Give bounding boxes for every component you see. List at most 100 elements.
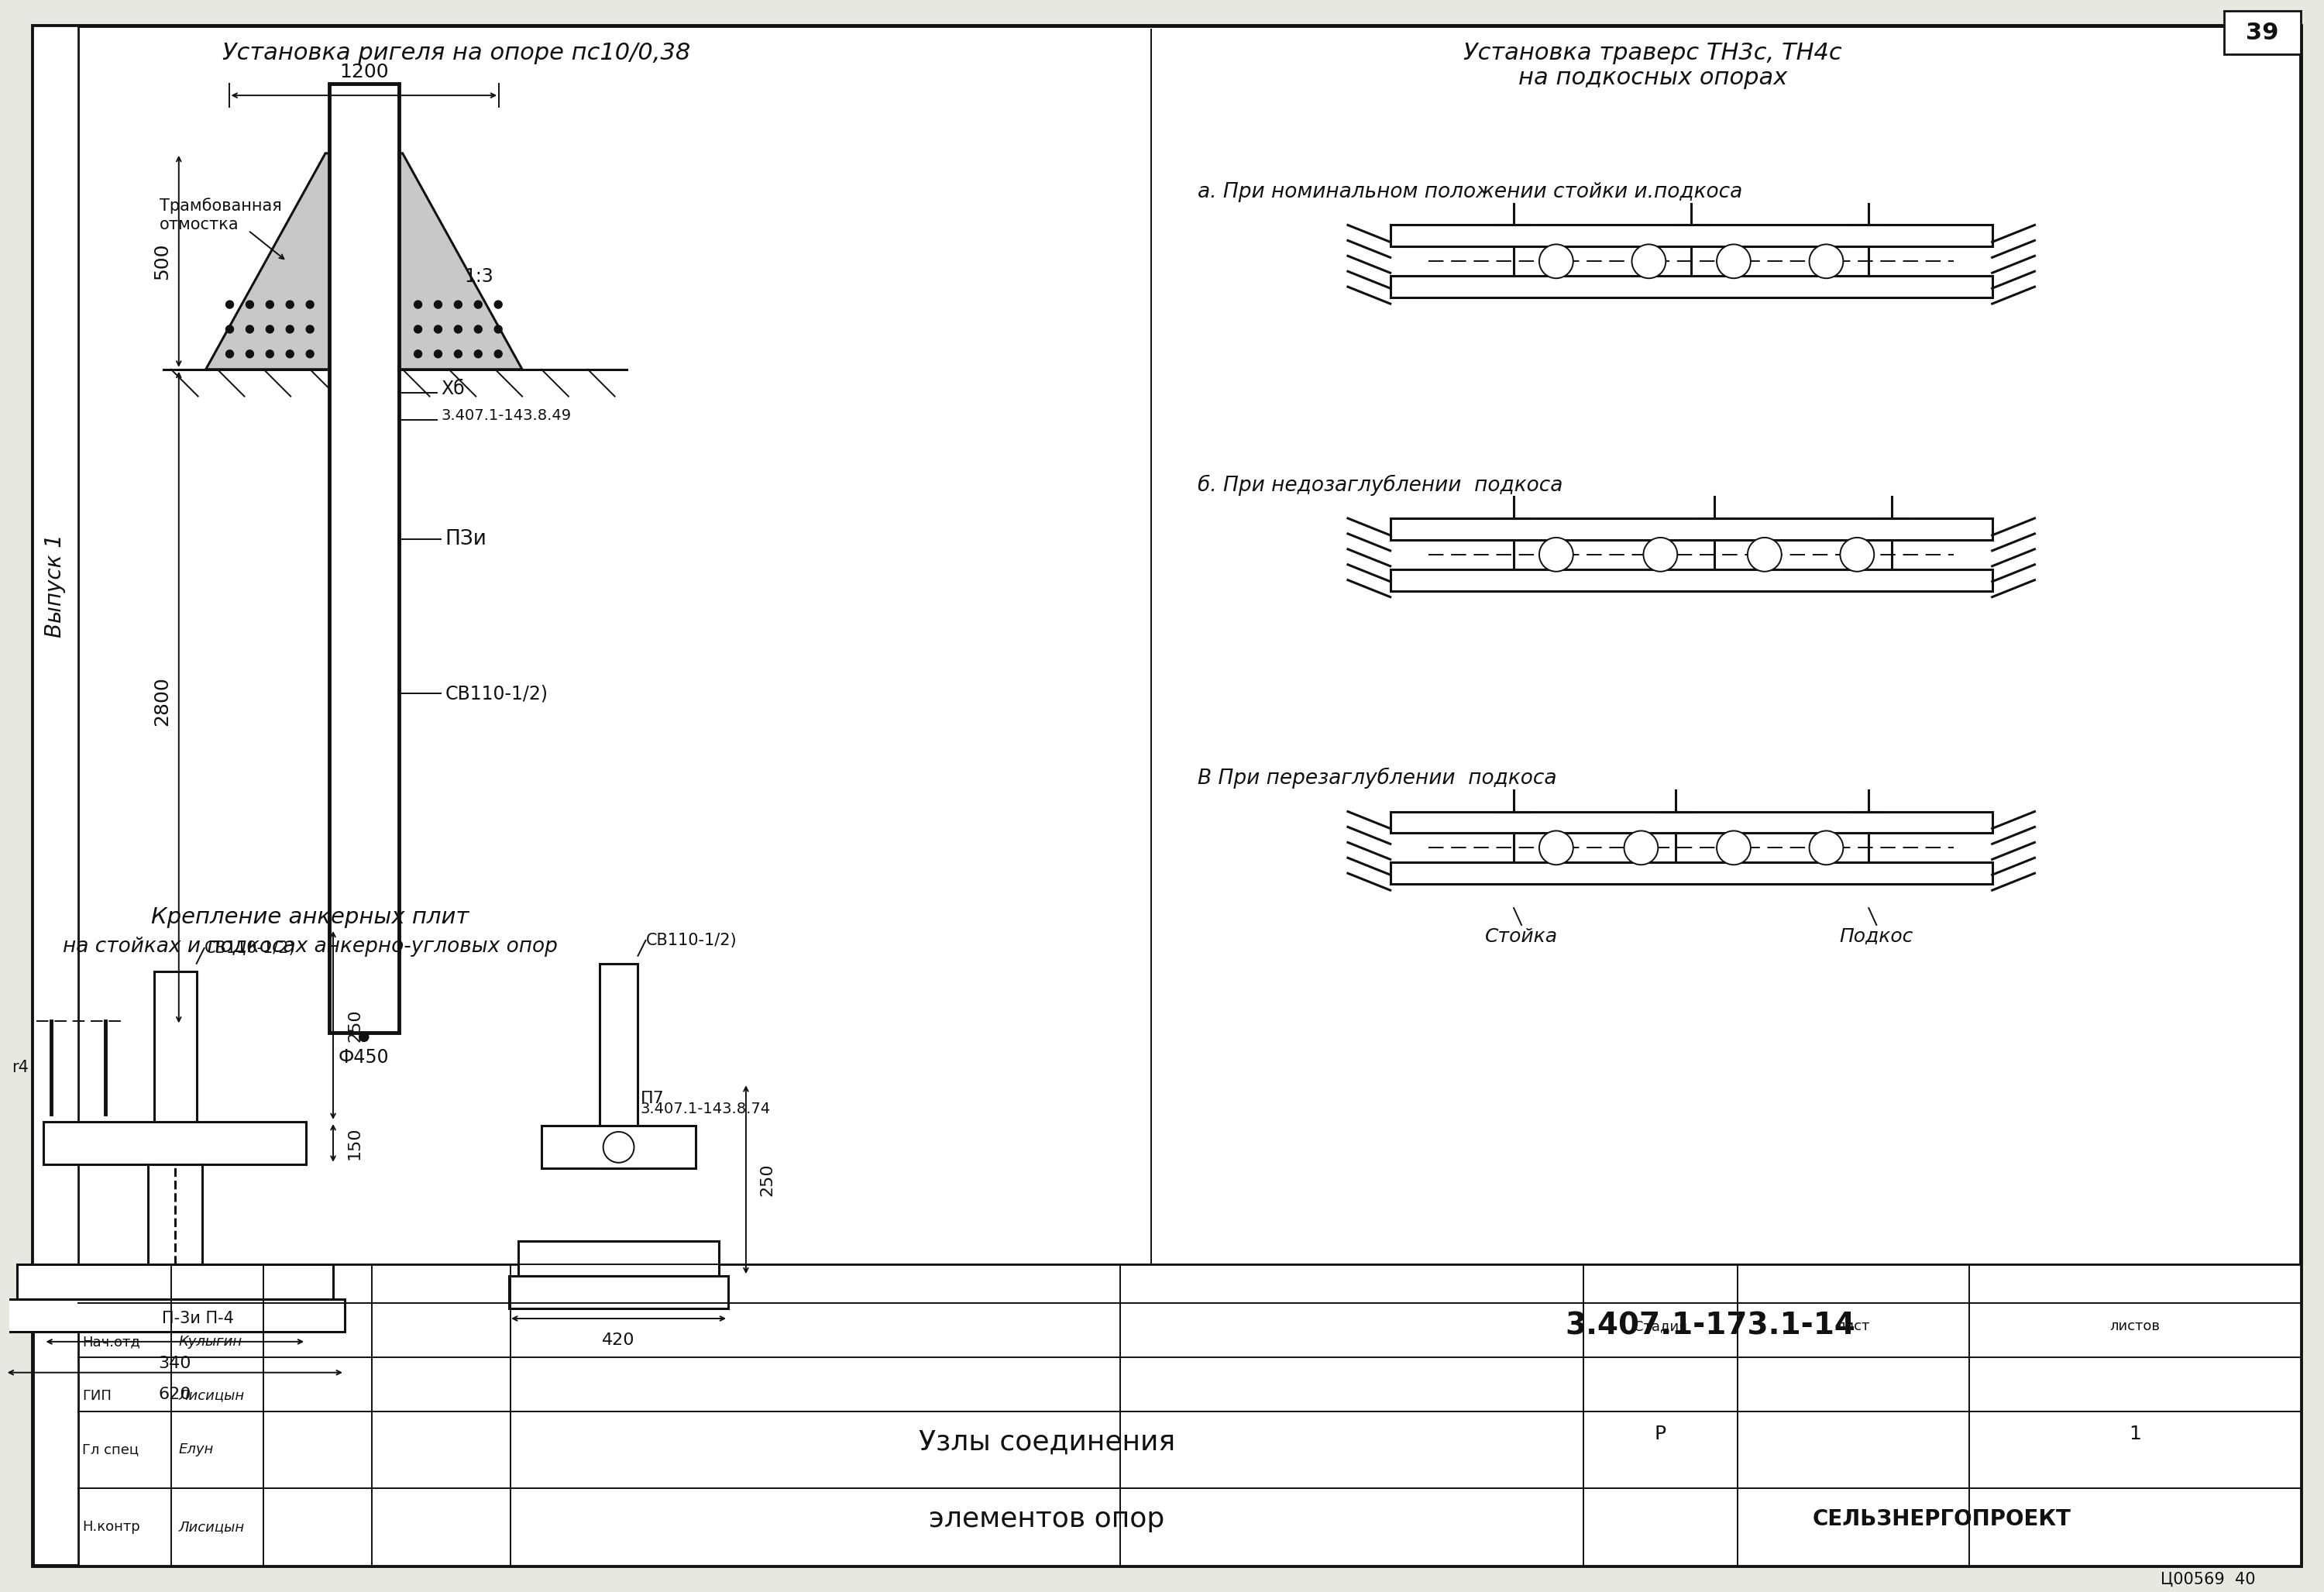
Circle shape [453,325,462,333]
Text: Лисицын: Лисицын [179,1388,244,1403]
Text: Н.контр: Н.контр [81,1520,139,1533]
Text: Узлы соединения: Узлы соединения [918,1430,1176,1455]
Circle shape [435,301,442,309]
Text: 3.407.1-173.1-14: 3.407.1-173.1-14 [1566,1312,1857,1340]
Circle shape [474,350,481,358]
Circle shape [414,301,423,309]
Text: П7: П7 [639,1091,665,1106]
Text: Крепление анкерных плит: Крепление анкерных плит [151,906,469,928]
Bar [509,1277,727,1309]
Circle shape [307,350,314,358]
Text: Нач.отд: Нач.отд [81,1334,139,1348]
Circle shape [1538,538,1573,572]
Circle shape [360,1032,370,1041]
Bar [330,84,400,1033]
Text: Стадия: Стадия [1634,1320,1687,1333]
Circle shape [435,325,442,333]
Bar [5,1299,344,1331]
Circle shape [1748,538,1783,572]
Text: 620: 620 [158,1387,191,1403]
Circle shape [1810,244,1843,279]
Text: Ф450: Ф450 [339,1049,390,1067]
Text: 500: 500 [153,244,172,280]
Bar [518,1242,718,1277]
Circle shape [495,301,502,309]
Text: 39: 39 [2245,22,2280,45]
Text: на подкосных опорах: на подкосных опорах [1518,67,1787,89]
Circle shape [1810,831,1843,864]
Bar [541,1126,695,1169]
Circle shape [225,350,235,358]
Text: Подкос: Подкос [1841,927,1913,946]
Text: СВ110-1/2): СВ110-1/2) [646,933,737,949]
Bar [1390,224,1992,247]
Circle shape [474,301,481,309]
Circle shape [495,325,502,333]
Circle shape [286,301,293,309]
Text: 3.407.1-143.8.74: 3.407.1-143.8.74 [639,1102,772,1116]
Circle shape [1538,244,1573,279]
Text: Лисицын: Лисицын [179,1520,244,1533]
Text: Хб: Хб [442,379,465,398]
Text: Кулыгин: Кулыгин [179,1334,242,1348]
Text: на стойках и подкосах анкерно-угловых опор: на стойках и подкосах анкерно-угловых оп… [63,936,558,957]
Text: ПЗи: ПЗи [444,529,486,549]
Circle shape [414,350,423,358]
Text: листов: листов [2110,1320,2159,1333]
Text: Установка траверс ТН3с, ТН4с: Установка траверс ТН3с, ТН4с [1464,41,1843,64]
Circle shape [246,325,253,333]
Text: 150: 150 [346,1127,363,1161]
Text: СЕЛЬЗНЕРГОПРОЕКТ: СЕЛЬЗНЕРГОПРОЕКТ [1813,1508,2071,1530]
Circle shape [265,325,274,333]
Bar [600,963,637,1169]
Text: Гл спец: Гл спец [81,1442,139,1457]
Text: r4: r4 [12,1060,28,1076]
Text: 340: 340 [158,1355,191,1371]
Circle shape [1631,244,1666,279]
Bar [2224,11,2301,54]
Polygon shape [207,153,330,369]
Circle shape [265,350,274,358]
Circle shape [414,325,423,333]
Text: Р: Р [1655,1425,1666,1444]
Circle shape [453,350,462,358]
Circle shape [1841,538,1873,572]
Text: элементов опор: элементов опор [930,1506,1164,1533]
Bar [1390,570,1992,591]
Text: лист: лист [1836,1320,1871,1333]
Circle shape [246,301,253,309]
Text: 3.407.1-143.8.49: 3.407.1-143.8.49 [442,409,572,423]
Circle shape [474,325,481,333]
Circle shape [307,325,314,333]
Bar [1390,275,1992,298]
Circle shape [1643,538,1678,572]
Circle shape [453,301,462,309]
Text: 250: 250 [346,1009,363,1041]
Circle shape [495,350,502,358]
Bar [1390,863,1992,884]
Text: СВ110-1/2): СВ110-1/2) [444,685,548,702]
Text: 420: 420 [602,1333,634,1348]
Text: б. При недозаглублении  подкоса: б. При недозаглублении подкоса [1197,474,1562,495]
Text: Установка ригеля на опоре пс10/0,38: Установка ригеля на опоре пс10/0,38 [223,41,690,64]
Text: П-3и П-4: П-3и П-4 [163,1310,235,1326]
Circle shape [246,350,253,358]
Circle shape [225,301,235,309]
Circle shape [1538,831,1573,864]
Circle shape [286,325,293,333]
Circle shape [1624,831,1657,864]
Bar [33,25,79,1264]
Polygon shape [400,153,523,369]
Text: 2800: 2800 [153,677,172,726]
Text: ГИП: ГИП [81,1388,112,1403]
Text: Трамбованная
отмостка: Трамбованная отмостка [160,197,281,232]
Text: Выпуск 1: Выпуск 1 [44,533,65,637]
Circle shape [435,350,442,358]
Bar [153,971,198,1164]
Circle shape [1717,831,1750,864]
Text: СВ110-1/2): СВ110-1/2) [205,941,295,955]
Text: 1200: 1200 [339,64,388,81]
Bar [16,1264,332,1299]
Circle shape [307,301,314,309]
Bar [1390,812,1992,833]
